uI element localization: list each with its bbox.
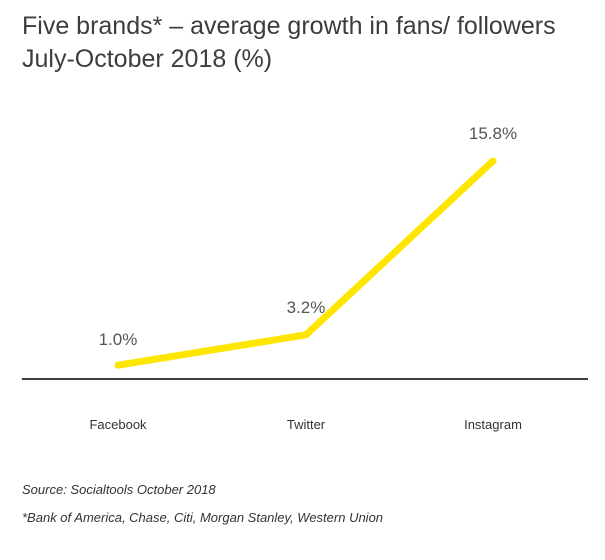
data-point-instagram [489, 157, 497, 165]
x-tick-label-twitter: Twitter [287, 417, 326, 432]
x-tick-label-instagram: Instagram [464, 417, 522, 432]
footnote: *Bank of America, Chase, Citi, Morgan St… [22, 510, 384, 525]
data-point-twitter [302, 331, 310, 339]
data-label-twitter: 3.2% [287, 298, 326, 317]
x-tick-label-facebook: Facebook [89, 417, 147, 432]
plot-area: 1.0% 3.2% 15.8% Facebook Twitter Instagram [22, 124, 588, 432]
chart-title: Five brands* – average growth in fans/ f… [22, 12, 556, 73]
source-note: Source: Socialtools October 2018 [22, 482, 216, 497]
data-point-facebook [114, 361, 122, 369]
data-label-instagram: 15.8% [469, 124, 517, 143]
data-label-facebook: 1.0% [99, 330, 138, 349]
